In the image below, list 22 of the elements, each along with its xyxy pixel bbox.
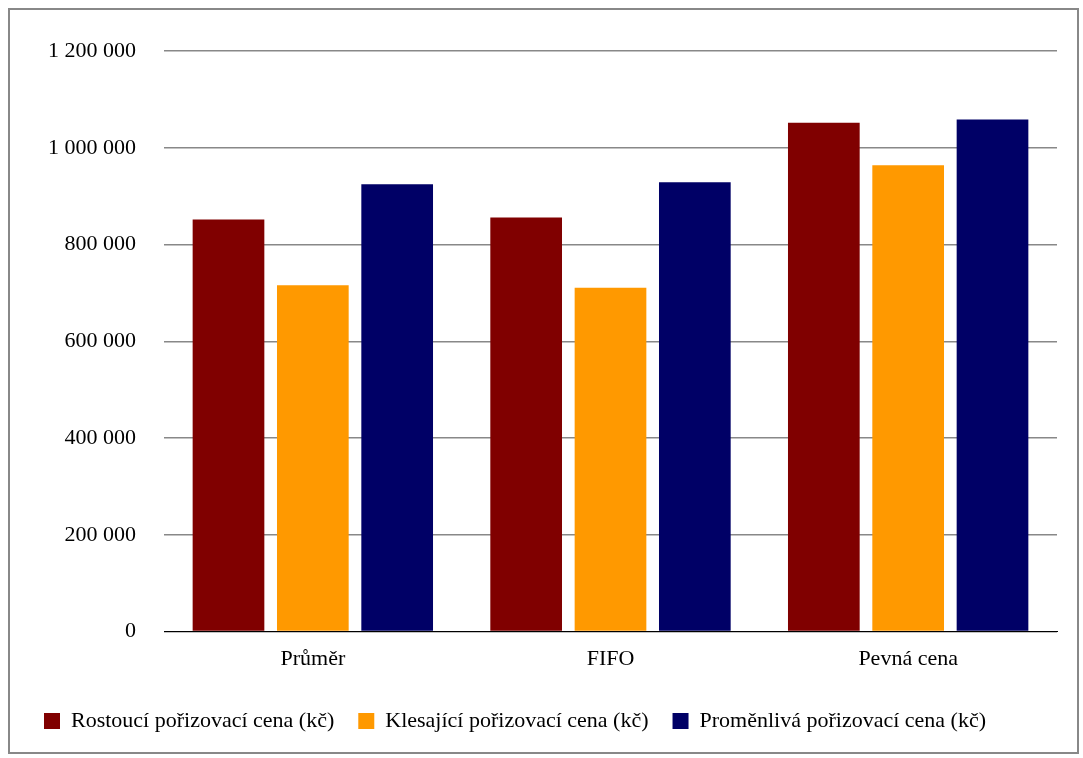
bar: [956, 119, 1029, 631]
bar: [276, 285, 349, 631]
y-tick-label: 800 000: [64, 230, 136, 256]
y-tick-label: 200 000: [64, 520, 136, 546]
bar: [574, 287, 647, 631]
bar: [872, 165, 945, 631]
x-tick-label: FIFO: [586, 644, 635, 670]
bar: [490, 217, 563, 631]
y-tick-label: 1 200 000: [48, 36, 136, 62]
legend-label: Klesající pořizovací cena (kč): [385, 706, 649, 732]
y-tick-label: 1 000 000: [48, 133, 136, 159]
legend-label: Proměnlivá pořizovací cena (kč): [699, 706, 987, 732]
y-tick-label: 600 000: [64, 327, 136, 353]
y-tick-label: 400 000: [64, 423, 136, 449]
bar: [787, 122, 860, 631]
bar: [361, 184, 434, 631]
legend-label: Rostoucí pořizovací cena (kč): [71, 706, 335, 732]
x-tick-label: Pevná cena: [858, 644, 959, 670]
x-tick-label: Průměr: [280, 644, 346, 670]
bar: [192, 219, 265, 631]
bar: [659, 182, 731, 631]
y-tick-label: 0: [125, 617, 136, 643]
